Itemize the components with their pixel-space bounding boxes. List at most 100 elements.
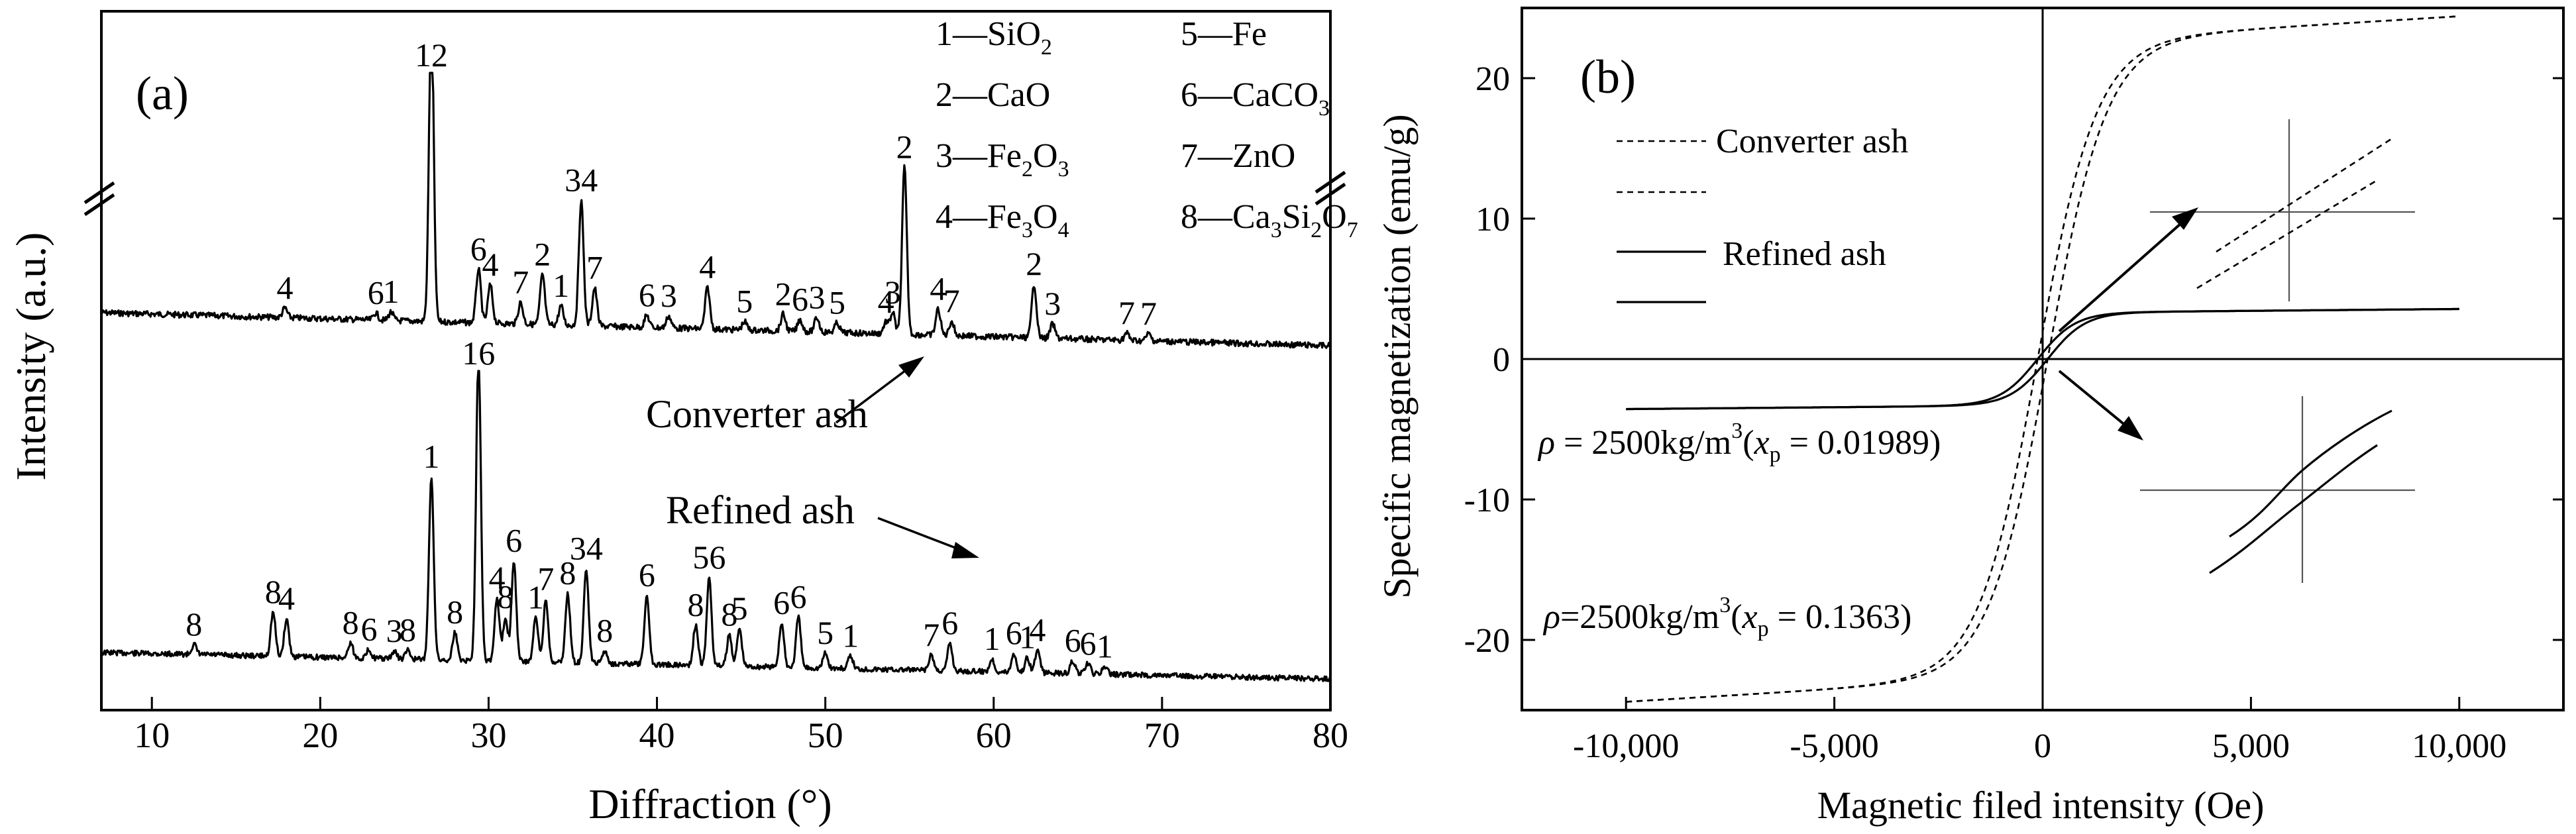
legend-formula: O	[1322, 198, 1347, 236]
inset-upper-arrow-head	[2172, 207, 2198, 230]
arrow-converter-head	[898, 356, 924, 378]
peak-label: 34	[564, 162, 598, 199]
inset-upper	[2058, 119, 2415, 333]
xrd-trace-converter-ash	[101, 72, 1332, 349]
x-tick-label-b: -10,000	[1573, 727, 1679, 765]
legend-dash: —	[1197, 198, 1233, 236]
legend-num: 3	[936, 137, 953, 175]
x-tick-label-b: 5,000	[2212, 727, 2290, 765]
legend-formula: CaO	[987, 76, 1050, 114]
legend-formula: O	[1033, 198, 1058, 236]
magnetization-curve-refined-ash-down	[1626, 307, 2459, 411]
y-tick-label-b: -10	[1464, 482, 1510, 519]
peak-label: 3	[808, 279, 825, 316]
inset-upper-branch-2	[2196, 179, 2378, 289]
legend-num: 2	[936, 76, 953, 114]
legend-item-phase: 5—Fe	[1181, 15, 1267, 53]
peak-label: 1	[842, 617, 859, 654]
x-tick-label-a: 50	[808, 715, 843, 755]
peak-label: 16	[462, 335, 495, 372]
peak-label: 8	[497, 578, 513, 615]
peak-label: 6	[361, 610, 378, 647]
y-tick-label-b: 10	[1476, 201, 1510, 238]
peak-label: 1	[984, 620, 1000, 657]
peak-label: 6	[1080, 625, 1097, 662]
peak-label: 3	[1044, 285, 1061, 322]
legend-item-phase: 8—Ca3Si2O7	[1181, 198, 1358, 242]
legend-num: 8	[1181, 198, 1198, 236]
legend-formula: Fe	[987, 198, 1022, 236]
peak-label: 1	[423, 438, 440, 475]
peak-label: 4	[699, 248, 716, 286]
y-tick-label-b: -20	[1464, 622, 1510, 660]
peak-label: 2	[534, 235, 551, 272]
peak-label: 8	[343, 603, 359, 641]
axis-break-marks	[83, 170, 1346, 217]
peak-label: 6	[639, 556, 655, 593]
legend-label-refined: Refined ash	[1723, 235, 1886, 273]
legend-formula-sub: 7	[1347, 218, 1358, 242]
y-tick-label-b: 20	[1476, 60, 1510, 98]
peak-label: 1	[1019, 618, 1036, 655]
arrow-refined-head	[951, 542, 979, 558]
legend-item-phase: 2—CaO	[936, 76, 1050, 114]
peak-label: 8	[400, 611, 416, 649]
peak-label: 6	[790, 578, 807, 615]
legend-dash: —	[1197, 137, 1233, 175]
peak-label: 7	[537, 560, 554, 597]
y-axis-label-a: Intensity (a.u.)	[7, 233, 54, 481]
peak-label: 4	[489, 559, 506, 596]
peak-label: 7	[512, 264, 529, 301]
peak-label: 8	[596, 611, 613, 649]
arrow-refined	[877, 517, 965, 552]
legend-formula: Ca	[1232, 198, 1271, 236]
peak-label: 12	[415, 36, 448, 74]
peak-label: 6	[941, 604, 958, 641]
hysteresis-curves	[1626, 15, 2459, 703]
peak-label: 5	[817, 614, 833, 651]
legend-item-phase: 6—CaCO3	[1181, 76, 1330, 121]
peak-label: 8	[265, 573, 282, 610]
x-axis-label-a: Diffraction (°)	[588, 780, 832, 827]
phase-legend: 1—SiO22—CaO3—Fe2O34—Fe3O45—Fe6—CaCO37—Zn…	[936, 15, 1358, 242]
y-axis-label-b: Specific magnetization (emu/g)	[1375, 114, 1419, 598]
density-label-converter: ρ=2500kg/m3(xp = 0.1363)	[1542, 593, 1911, 641]
legend-item-phase: 7—ZnO	[1181, 137, 1295, 175]
x-tick-label-b: 0	[2034, 727, 2051, 765]
peak-label: 7	[943, 282, 960, 319]
peak-label: 1	[553, 267, 569, 304]
peak-label: 2	[775, 276, 792, 313]
legend-num: 4	[936, 198, 953, 236]
density-label-refined: ρ = 2500kg/m3(xp = 0.01989)	[1537, 419, 1941, 467]
inset-upper-arrow	[2058, 217, 2188, 333]
peak-label: 8	[186, 605, 202, 643]
legend-formula-sub: 3	[1271, 218, 1282, 242]
legend-formula: Si	[1282, 198, 1311, 236]
peak-label: 7	[1118, 294, 1135, 331]
legend-label-converter: Converter ash	[1716, 123, 1908, 160]
peak-label: 5	[829, 284, 845, 321]
legend-formula-sub: 3	[1022, 218, 1033, 242]
x-tick-label-a: 10	[134, 715, 170, 755]
plot-a-frame	[100, 10, 1332, 711]
peak-label: 6	[506, 521, 522, 558]
xrd-traces	[100, 72, 1332, 682]
legend-dash: —	[952, 76, 988, 114]
magnetization-curve-converter-ash-down	[1626, 15, 2459, 703]
peak-label: 6	[639, 276, 655, 313]
magnetization-panel-b: (b) Specific magnetization (emu/g) Magne…	[1375, 7, 2565, 827]
legend-formula: Fe	[987, 137, 1022, 175]
peak-label: 2	[896, 129, 913, 166]
y-tick-label-b: 0	[1493, 341, 1510, 379]
peak-label: 8	[688, 586, 704, 623]
peak-label: 4	[930, 270, 946, 307]
peak-label: 2	[1026, 245, 1042, 282]
peak-label: 3	[386, 612, 403, 649]
peak-label: 6	[368, 274, 384, 311]
legend-num: 5	[1181, 15, 1198, 53]
peak-label: 4	[482, 246, 498, 283]
peak-label: 4	[1029, 611, 1046, 648]
legend-formula: ZnO	[1232, 137, 1295, 175]
